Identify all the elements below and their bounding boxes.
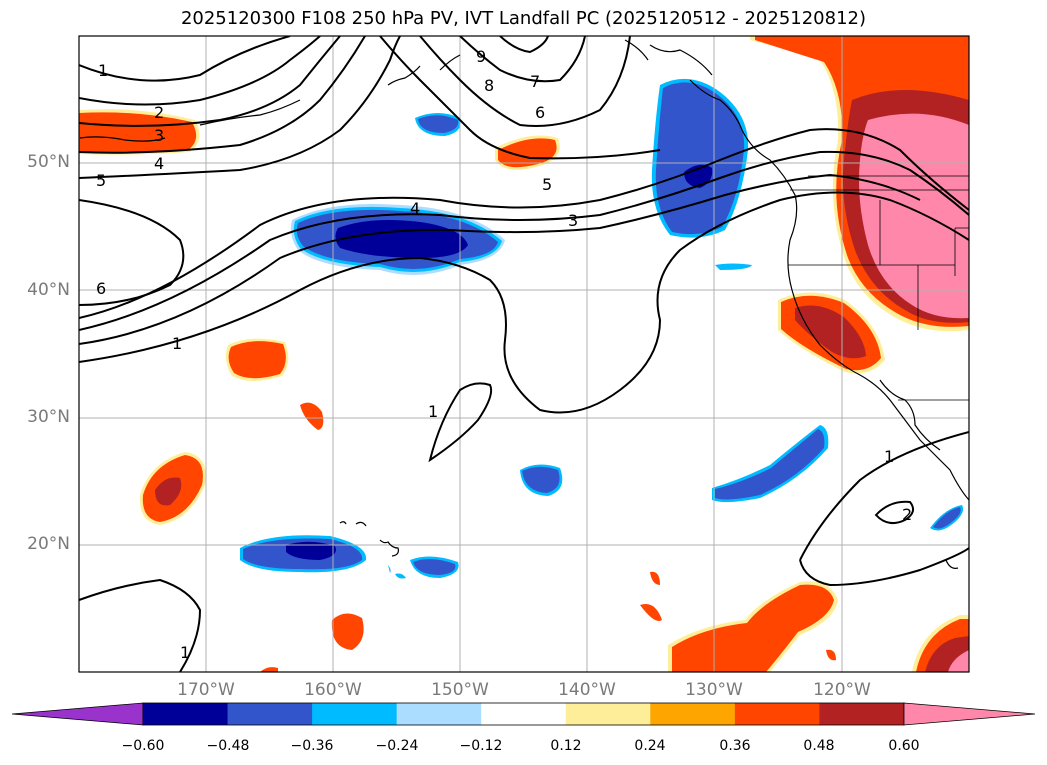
colorbar-tick-label: 0.60: [888, 738, 920, 754]
lat-label: 50°N: [27, 152, 70, 172]
lat-label: 20°N: [27, 534, 70, 554]
colorbar-extend-left: [11, 702, 144, 726]
contour-label: 2: [902, 505, 912, 524]
contour-label: 3: [568, 211, 578, 230]
colorbar-cell: [734, 703, 820, 725]
colorbar-cell: [650, 703, 736, 725]
colorbar-tick-label: −0.60: [121, 738, 165, 754]
colorbar-cell: [565, 703, 651, 725]
negative-anomaly-area: [240, 535, 367, 573]
contour-label: 5: [542, 175, 552, 194]
positive-anomaly-area: [300, 402, 324, 430]
lon-label: 120°W: [813, 680, 871, 700]
colorbar-tick-label: 0.12: [550, 738, 582, 754]
lon-label: 140°W: [558, 680, 616, 700]
negative-anomaly-area: [715, 263, 752, 270]
positive-anomaly-area: [495, 135, 560, 170]
positive-anomaly-area: [79, 109, 200, 155]
contour-label: 6: [535, 103, 545, 122]
contour-label: 5: [96, 171, 106, 190]
lon-label: 150°W: [431, 680, 489, 700]
colorbar-cell: [227, 703, 313, 725]
lon-label: 130°W: [685, 680, 743, 700]
lat-label: 30°N: [27, 407, 70, 427]
pv-contours: [79, 36, 969, 672]
colorbar-cell: [481, 703, 567, 725]
contour-label: 1: [98, 61, 108, 80]
negative-anomaly-area: [290, 204, 505, 275]
colorbar-tick-label: −0.36: [290, 738, 334, 754]
contour-label: 1: [428, 402, 438, 421]
negative-anomaly-area: [930, 505, 964, 531]
contour-label: 6: [96, 279, 106, 298]
negative-anomaly-area: [415, 113, 461, 136]
colorbar-cell: [396, 703, 482, 725]
colorbar-extend-right: [903, 702, 1036, 726]
negative-anomaly-area: [712, 425, 829, 503]
positive-anomaly-area: [139, 452, 206, 525]
colorbar: [11, 702, 1036, 726]
positive-anomaly-area: [331, 613, 364, 650]
colorbar-tick-label: 0.48: [803, 738, 835, 754]
contour-label: 1: [180, 643, 190, 662]
positive-anomaly-area: [260, 571, 969, 672]
contour-label: 4: [410, 199, 420, 218]
negative-anomaly-area: [520, 464, 563, 496]
contour-label: 4: [154, 154, 164, 173]
plot-border: [78, 35, 970, 673]
contour-label: 9: [476, 47, 486, 66]
positive-anomaly-area: [778, 292, 885, 374]
grid-lines: [79, 36, 969, 672]
contour-label: 2: [154, 103, 164, 122]
colorbar-cell: [312, 703, 398, 725]
contour-label: 3: [154, 126, 164, 145]
contour-label: 1: [884, 447, 894, 466]
map-title: 2025120300 F108 250 hPa PV, IVT Landfall…: [180, 8, 867, 29]
colorbar-tick-label: −0.48: [206, 738, 250, 754]
contour-label: 8: [484, 76, 494, 95]
colorbar-cell: [819, 703, 905, 725]
positive-anomaly-area: [225, 338, 289, 381]
colorbar-tick-label: 0.36: [719, 738, 751, 754]
colorbar-tick-label: −0.12: [459, 738, 503, 754]
contour-labels: 1 2 3 4 5 6 1 4 5 3 6 7 8 9 1 1 1 2: [96, 47, 912, 662]
negative-anomaly-area: [388, 556, 459, 579]
colorbar-cell: [143, 703, 229, 725]
lat-label: 40°N: [27, 280, 70, 300]
colorbar-tick-label: −0.24: [375, 738, 419, 754]
colorbar-tick-label: 0.24: [634, 738, 666, 754]
lon-label: 160°W: [304, 680, 362, 700]
contour-label: 7: [530, 72, 540, 91]
lon-label: 170°W: [177, 680, 235, 700]
contour-label: 1: [172, 334, 182, 353]
